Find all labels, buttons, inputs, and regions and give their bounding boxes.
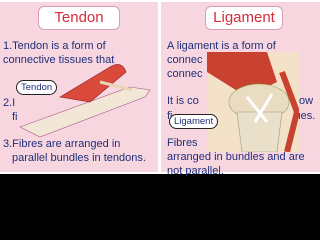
text-line: connec <box>167 68 203 80</box>
leg-illustration <box>19 64 151 138</box>
text-line: connective tissues that <box>3 54 115 66</box>
text-line: ow <box>299 95 314 107</box>
text-line: not parallel. <box>167 165 224 177</box>
text-line: connec <box>167 54 203 66</box>
text-line: 1.Tendon is a form of <box>3 40 106 52</box>
image-label: Tendon <box>16 80 58 95</box>
text-line: A ligament is a form of <box>167 40 276 52</box>
heading: Tendon <box>38 6 120 30</box>
tendon-panel: Tendon 1.Tendon is a form of connective … <box>0 2 158 172</box>
heading: Ligament <box>205 6 283 30</box>
knee-illustration <box>207 52 299 152</box>
slide: Tendon 1.Tendon is a form of connective … <box>0 0 320 177</box>
image-label: Ligament <box>169 114 219 129</box>
text-line: Fibres <box>167 137 198 149</box>
text-line: fi <box>12 111 18 123</box>
page: {"left": {"title": "Tendon", "lines": ["… <box>0 0 320 177</box>
ligament-panel: Ligament A ligament is a form of connec … <box>161 2 320 177</box>
text-line: 2.I <box>3 97 16 109</box>
text-line: 3.Fibres are arranged in <box>3 138 121 150</box>
text-line: It is co <box>167 95 199 107</box>
text-line: parallel bundles in tendons. <box>12 152 146 164</box>
text-line: arranged in bundles and are <box>167 151 305 163</box>
